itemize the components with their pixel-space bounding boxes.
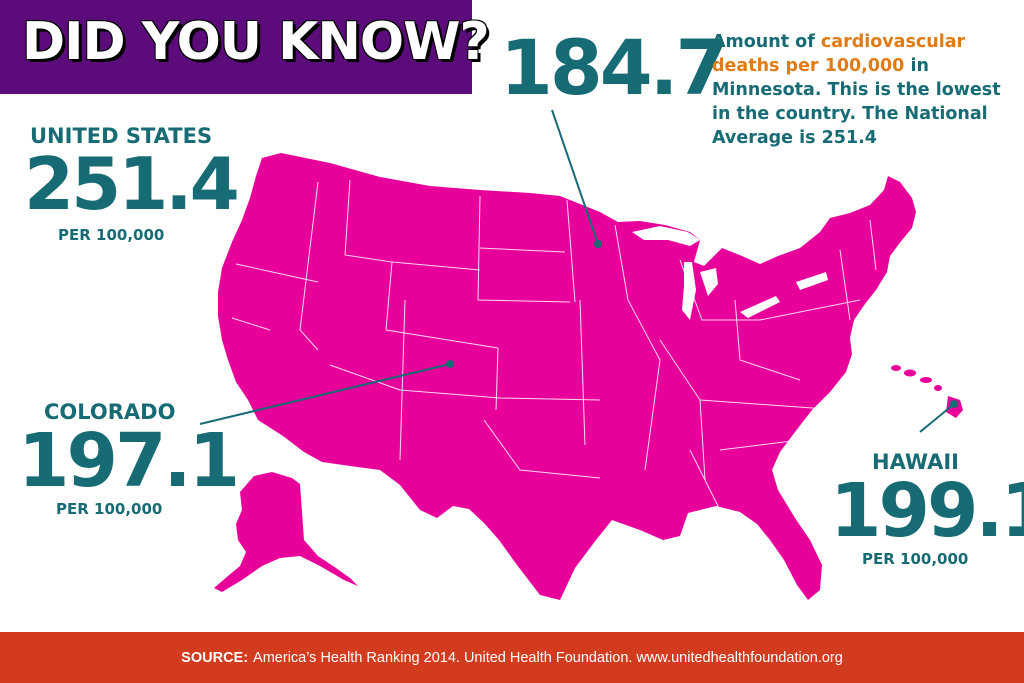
us-mainland-shape [218, 153, 916, 600]
minnesota-value: 184.7 [500, 23, 728, 112]
hawaii-value: 199.1 [830, 468, 1024, 554]
minnesota-text-post: in Minnesota. This is the lowest in the … [712, 56, 1001, 148]
colorado-pointer-line [199, 363, 451, 425]
us-map [199, 109, 963, 600]
source-label: SOURCE: [181, 649, 249, 666]
source-footer: SOURCE: America’s Health Ranking 2014. U… [0, 632, 1024, 683]
united-states-label: UNITED STATES [30, 124, 213, 148]
pointer-lines [199, 109, 958, 433]
state-borders [231, 179, 877, 511]
hawaii-pointer-line [919, 403, 955, 433]
hawaii-label: HAWAII [872, 450, 959, 474]
minnesota-text-pre: Amount of [712, 32, 821, 52]
hawaii-islands [891, 365, 963, 418]
minnesota-pointer-dot [594, 240, 602, 248]
page-title: DID YOU KNOW? [22, 12, 490, 72]
minnesota-text-highlight: cardiovascular deaths per 100,000 [712, 32, 966, 76]
minnesota-description: Amount of cardiovascular deaths per 100,… [712, 30, 1012, 150]
header-banner: DID YOU KNOW? [0, 0, 490, 94]
hawaii-pointer-dot [950, 400, 958, 408]
colorado-per: PER 100,000 [56, 500, 163, 518]
alaska-shape [214, 472, 358, 592]
hawaii-per: PER 100,000 [862, 550, 969, 568]
united-states-per: PER 100,000 [58, 226, 165, 244]
minnesota-pointer-line [551, 109, 599, 245]
united-states-value: 251.4 [24, 142, 240, 226]
colorado-label: COLORADO [44, 400, 176, 424]
source-text: America’s Health Ranking 2014. United He… [253, 649, 843, 666]
colorado-value: 197.1 [18, 418, 240, 504]
colorado-pointer-dot [446, 360, 454, 368]
great-lakes [632, 226, 828, 320]
